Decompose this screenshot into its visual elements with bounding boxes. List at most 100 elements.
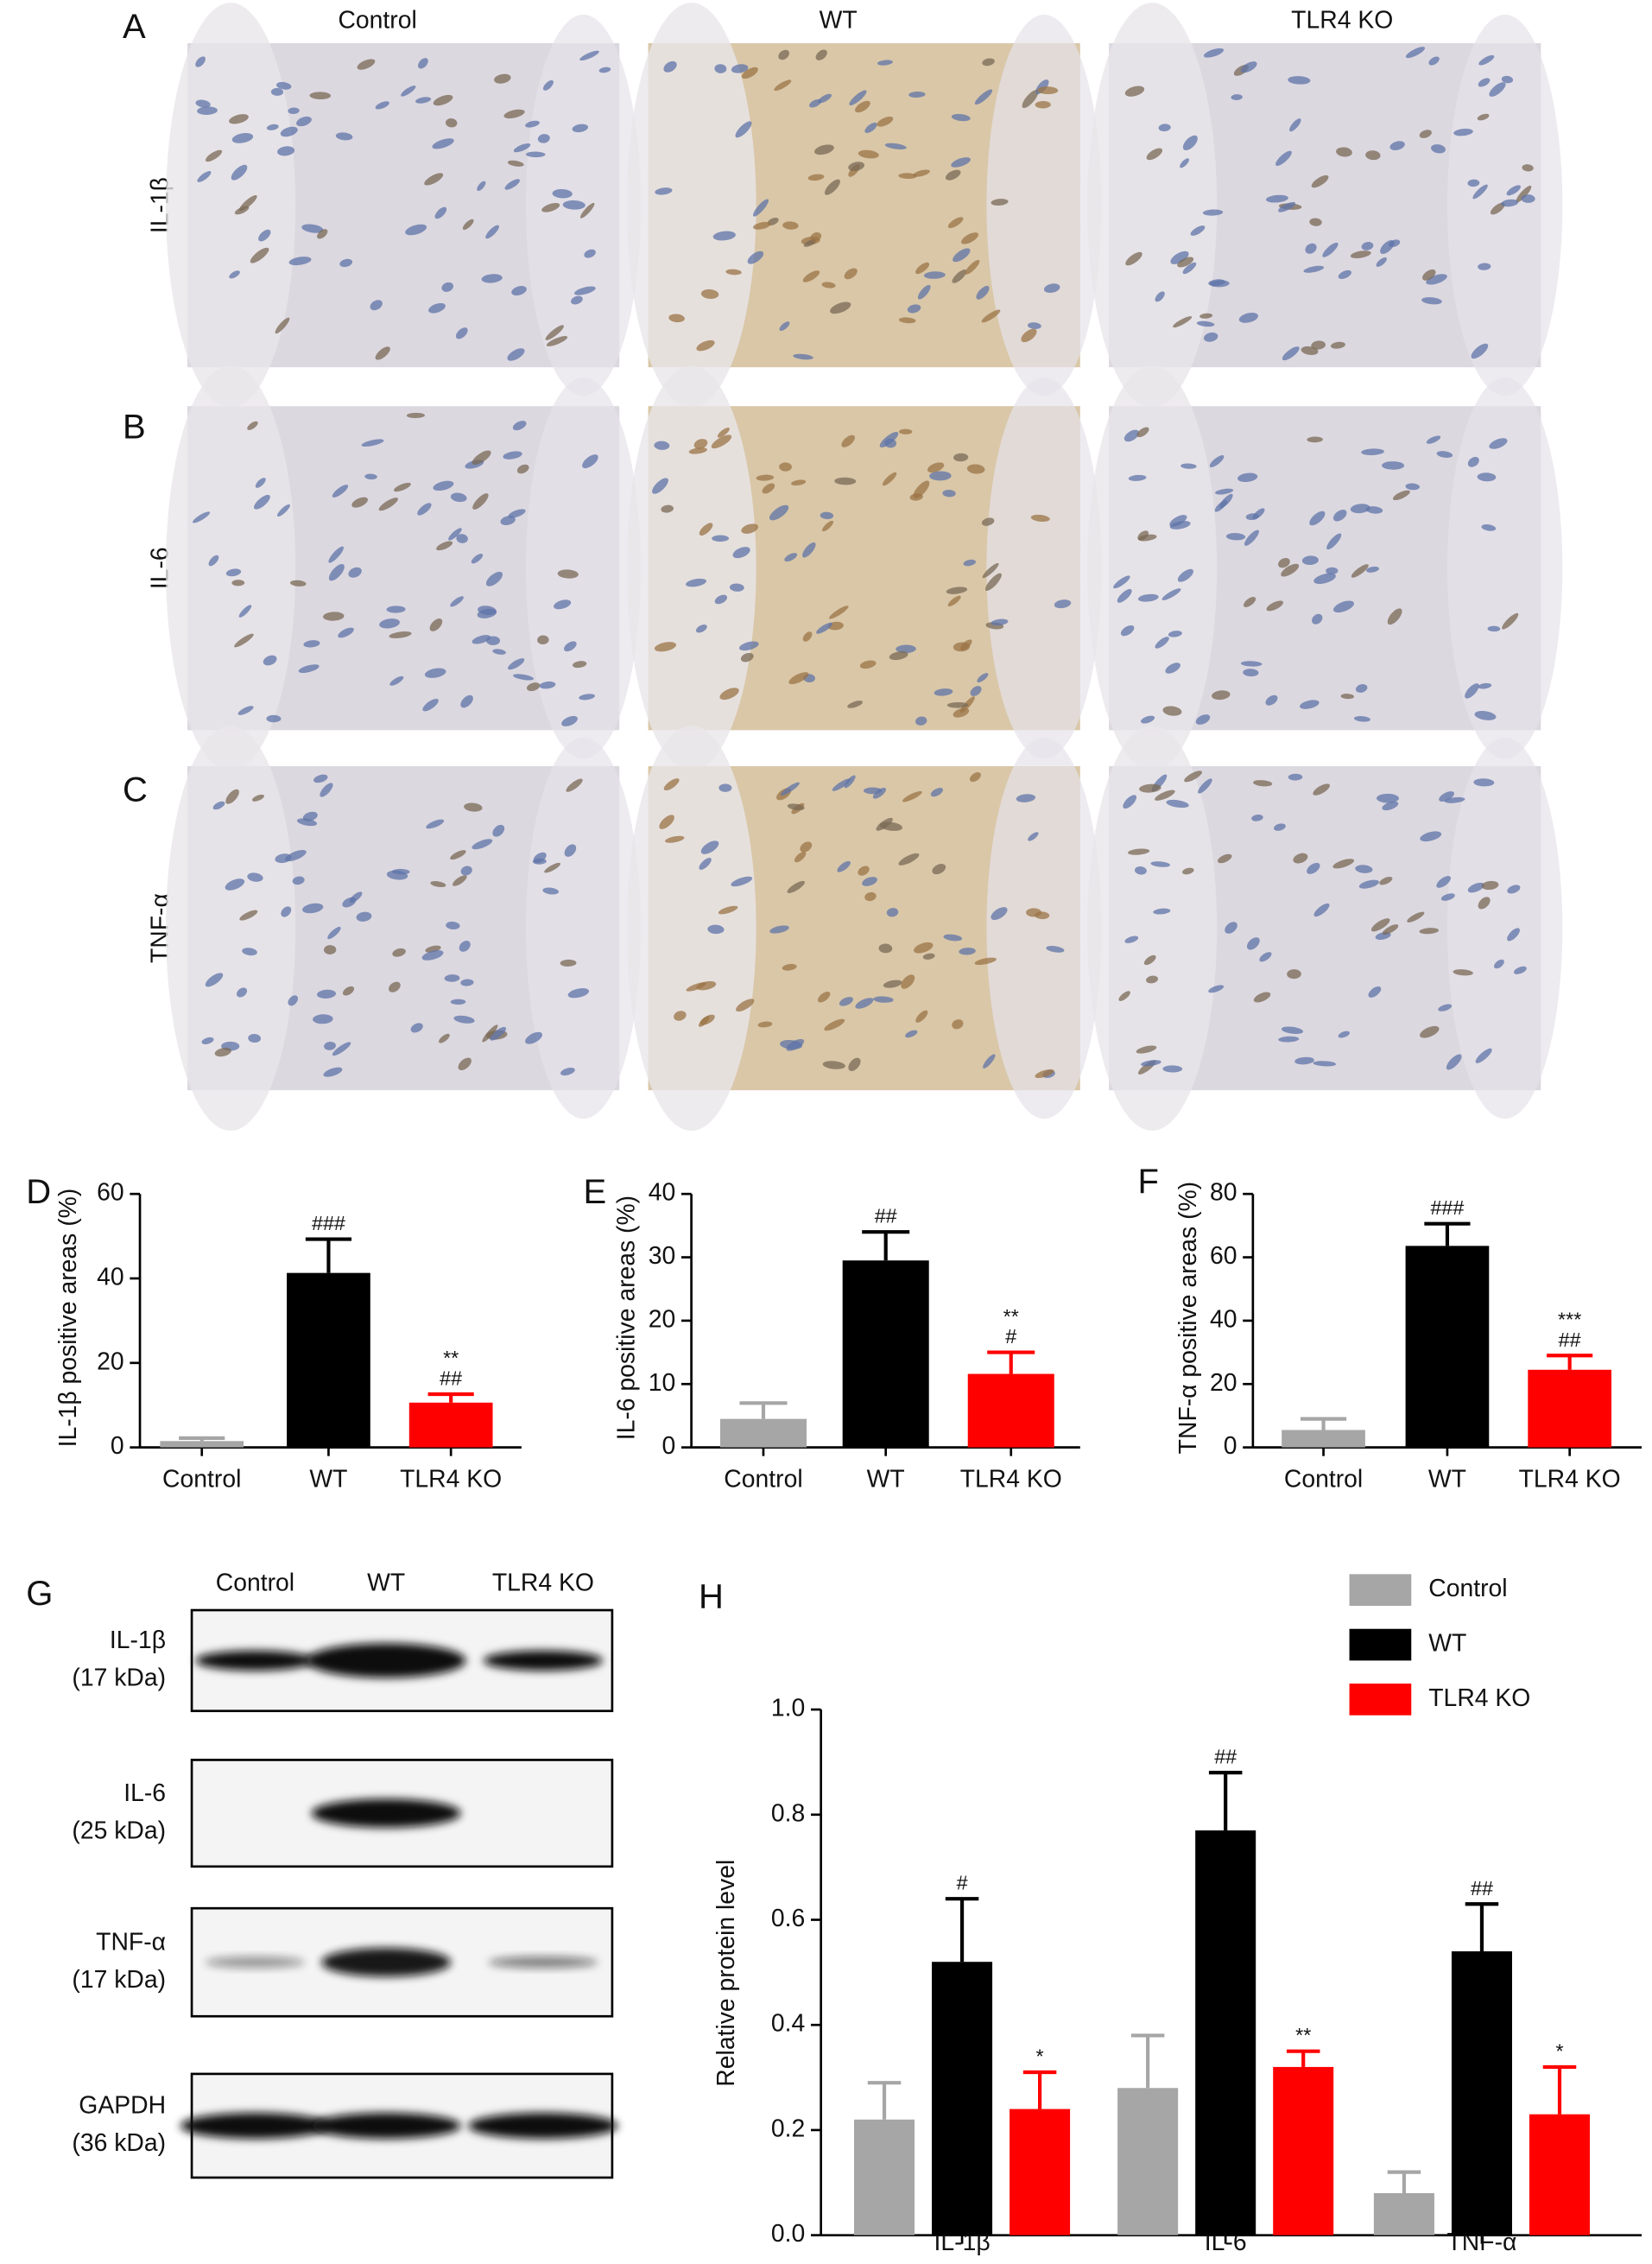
nucleus: [328, 546, 344, 563]
nucleus: [460, 866, 472, 876]
nucleus: [965, 259, 980, 275]
nucleus: [231, 580, 245, 587]
nucleus: [719, 688, 739, 701]
nucleus: [335, 132, 353, 141]
nucleus: [248, 1033, 262, 1043]
nucleus: [688, 447, 707, 454]
significance: ###: [312, 1212, 345, 1234]
y-tick-label: 80: [1210, 1179, 1237, 1207]
nucleus: [1522, 164, 1534, 172]
nucleus: [458, 1057, 472, 1071]
nucleus: [718, 905, 738, 915]
nucleus: [1199, 313, 1213, 319]
nucleus: [1502, 612, 1519, 630]
nucleus: [1127, 848, 1150, 855]
nucleus: [507, 348, 525, 361]
cartilage: [986, 737, 1102, 1119]
nucleus: [1307, 862, 1320, 874]
nucleus: [1054, 599, 1072, 609]
nucleus: [410, 1023, 423, 1033]
nucleus: [1259, 952, 1272, 962]
nucleus: [537, 635, 549, 645]
nucleus: [1123, 429, 1140, 442]
legend-label: Control: [1428, 1575, 1507, 1602]
nucleus: [991, 199, 1009, 206]
nucleus: [829, 606, 849, 619]
nucleus: [1419, 928, 1440, 935]
nucleus: [1196, 320, 1215, 327]
nucleus: [386, 870, 408, 880]
nucleus: [1300, 700, 1320, 709]
panel-label: A: [123, 8, 146, 46]
nucleus: [1351, 564, 1369, 578]
nucleus: [1471, 343, 1489, 359]
nucleus: [1190, 225, 1206, 236]
nucleus: [275, 81, 292, 90]
nucleus: [1150, 861, 1171, 867]
nucleus: [579, 50, 599, 61]
nucleus: [323, 612, 345, 621]
nucleus: [732, 547, 750, 559]
x-tick-label: TLR4 KO: [400, 1465, 502, 1493]
nucleus: [1501, 199, 1519, 207]
nucleus: [898, 428, 913, 434]
nucleus: [1382, 924, 1399, 935]
nucleus: [1266, 600, 1283, 612]
nucleus: [296, 116, 312, 127]
nucleus: [544, 862, 560, 873]
nucleus: [864, 122, 877, 133]
nucleus: [1311, 340, 1326, 350]
significance: ##: [1471, 1877, 1493, 1899]
nucleus: [584, 249, 596, 258]
band: [180, 2112, 330, 2139]
nucleus: [542, 79, 554, 91]
nucleus: [421, 950, 444, 961]
nucleus: [289, 580, 307, 587]
nucleus: [1501, 75, 1514, 84]
blot-row-size: (25 kDa): [72, 1817, 166, 1844]
nucleus: [1155, 291, 1165, 302]
nucleus: [1118, 991, 1130, 1001]
nucleus: [982, 562, 999, 579]
nucleus: [1426, 435, 1441, 444]
cartilage: [626, 726, 756, 1132]
nucleus: [513, 143, 531, 153]
nucleus: [313, 774, 328, 783]
y-axis-label: IL-1β positive areas (%): [54, 1189, 82, 1448]
nucleus: [1521, 194, 1535, 203]
nucleus: [822, 1061, 845, 1069]
nucleus: [317, 989, 337, 999]
nucleus: [700, 840, 719, 854]
nucleus: [554, 599, 572, 610]
nucleus: [782, 963, 797, 971]
nucleus: [539, 681, 556, 689]
nucleus: [905, 1030, 918, 1038]
micrograph: [166, 365, 642, 771]
nucleus: [1274, 823, 1286, 831]
nucleus: [301, 224, 324, 233]
nucleus: [541, 202, 560, 212]
nucleus: [855, 998, 874, 1009]
bar: [1010, 2109, 1071, 2235]
nucleus: [1162, 706, 1182, 716]
blot-column-label: TLR4 KO: [492, 1570, 594, 1597]
nucleus: [858, 149, 879, 159]
band: [488, 1956, 598, 1969]
nucleus: [1162, 1065, 1183, 1073]
nucleus: [1506, 185, 1521, 196]
nucleus: [1426, 274, 1447, 285]
nucleus: [401, 86, 416, 97]
nucleus: [787, 880, 805, 893]
nucleus: [712, 535, 730, 542]
significance: **: [1003, 1305, 1019, 1328]
nucleus: [332, 485, 349, 498]
nucleus: [901, 974, 915, 989]
nucleus: [1474, 711, 1497, 720]
nucleus: [370, 300, 383, 311]
micrograph: [1087, 365, 1563, 771]
nucleus: [231, 133, 254, 143]
nucleus: [1311, 174, 1329, 188]
nucleus: [1265, 694, 1278, 706]
nucleus: [1184, 771, 1202, 783]
